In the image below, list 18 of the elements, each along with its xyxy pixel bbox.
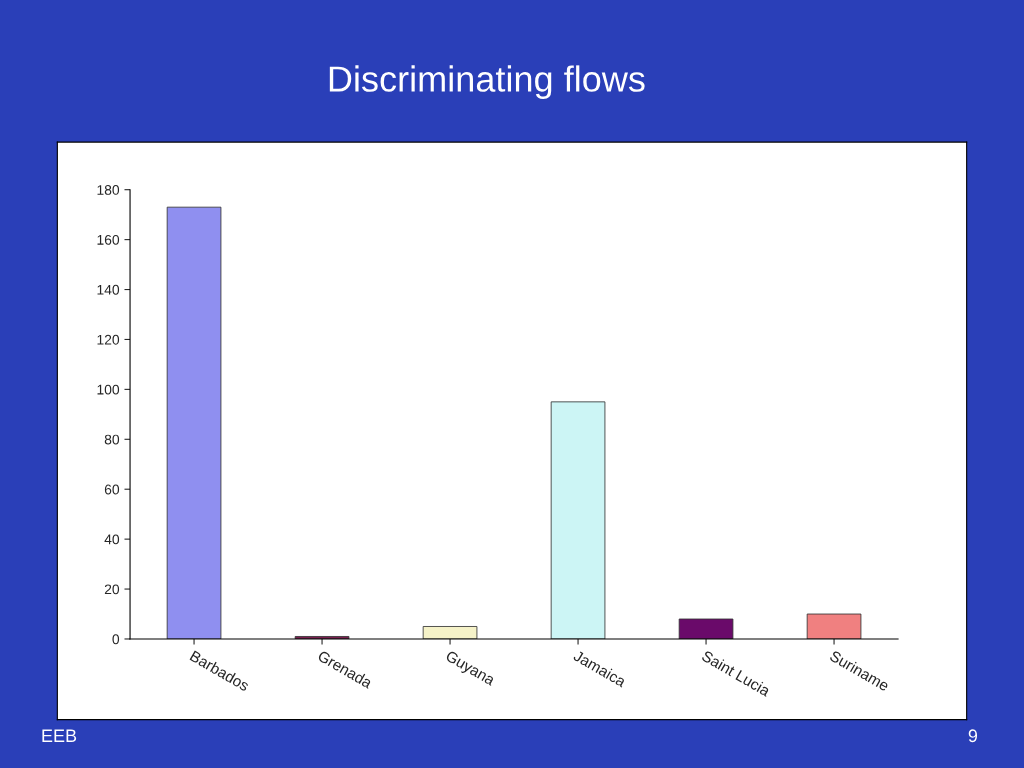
bar xyxy=(678,618,734,639)
bar xyxy=(806,613,862,639)
y-tick-label: 20 xyxy=(104,584,120,595)
y-tick-label: 120 xyxy=(97,334,120,345)
y-tick-label: 80 xyxy=(104,434,120,445)
y-tick-label: 180 xyxy=(97,185,120,195)
y-tick-label: 100 xyxy=(97,384,120,395)
text: EEB xyxy=(42,729,77,742)
y-tick-label: 0 xyxy=(112,634,120,645)
y-tick-label: 60 xyxy=(104,484,120,495)
bar xyxy=(422,626,478,639)
bar xyxy=(550,401,606,639)
y-tick-label: 40 xyxy=(104,534,120,545)
bar xyxy=(166,206,222,639)
y-tick-label: 140 xyxy=(97,284,120,295)
y-tick-label: 160 xyxy=(97,234,120,245)
text: 9 xyxy=(968,729,978,743)
chart-title: Discriminating flows xyxy=(329,65,645,100)
